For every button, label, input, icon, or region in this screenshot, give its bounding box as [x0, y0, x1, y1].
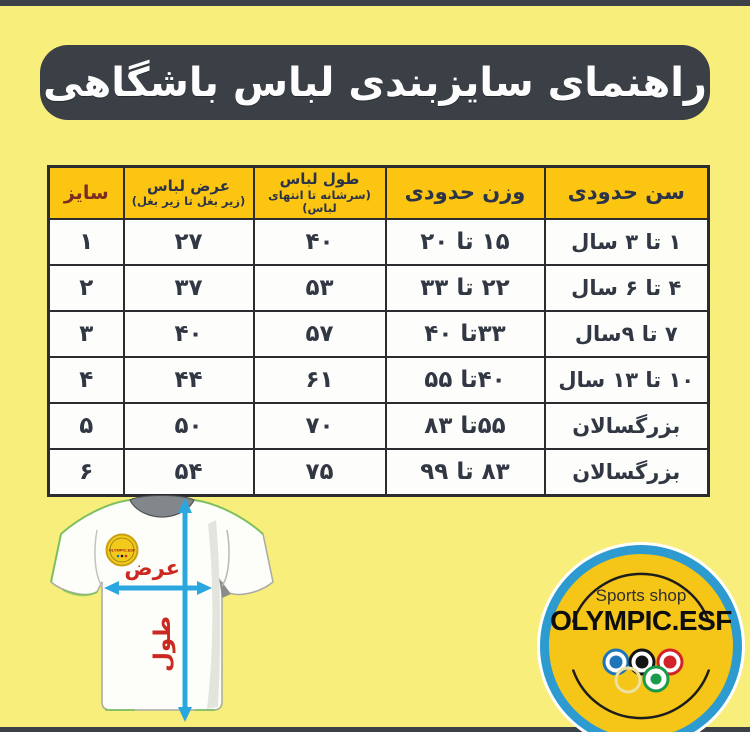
table-row: ۱۰ تا ۱۳ سال ۴۰تا ۵۵ ۶۱ ۴۴ ۴: [47, 356, 710, 404]
logo-top-arc: [572, 572, 710, 623]
tshirt-armpit-shadow: [219, 578, 231, 598]
globe-black: [635, 655, 649, 669]
table-row: بزرگسالان ۸۳ تا ۹۹ ۷۵ ۵۴ ۶: [47, 448, 710, 497]
cell-length: ۷۵: [252, 448, 387, 497]
tshirt-seam-right: [221, 529, 230, 587]
table-header-row: سن حدودی وزن حدودی طول لباس (سرشانه تا ا…: [47, 165, 710, 220]
length-arrowhead-top: [178, 498, 192, 513]
col-header-age-label: سن حدودی: [567, 180, 685, 205]
cell-width: ۵۴: [122, 448, 255, 497]
cell-size: ۱: [47, 218, 125, 266]
cell-weight: ۲۲ تا ۳۳: [384, 264, 546, 312]
cell-weight: ۱۵ تا ۲۰: [384, 218, 546, 266]
table-row: ۱ تا ۳ سال ۱۵ تا ۲۰ ۴۰ ۲۷ ۱: [47, 218, 710, 266]
shirt-length-label: طول: [150, 616, 176, 673]
cell-width: ۴۴: [122, 356, 255, 404]
cell-length: ۵۷: [252, 310, 387, 358]
width-arrowhead-left: [104, 581, 119, 595]
col-header-length-label: طول لباس: [279, 170, 360, 189]
shirt-width-label: عرض: [124, 556, 180, 580]
col-header-age: سن حدودی: [543, 165, 710, 220]
shirt-badge-icon: [105, 533, 139, 567]
badge-dot-black: [120, 554, 124, 558]
logo-bottom-arc: [572, 669, 710, 720]
cell-size: ۶: [47, 448, 125, 497]
page-title: راهنمای سایزبندی لباس باشگاهی: [43, 59, 707, 106]
cell-weight: ۳۳تا ۴۰: [384, 310, 546, 358]
table-row: بزرگسالان ۵۵تا ۸۳ ۷۰ ۵۰ ۵: [47, 402, 710, 450]
cell-length: ۴۰: [252, 218, 387, 266]
cell-weight: ۸۳ تا ۹۹: [384, 448, 546, 497]
globe-blue: [609, 655, 623, 669]
col-header-length-sublabel: (سرشانه تا انتهای لباس): [268, 187, 371, 215]
cell-age: بزرگسالان: [543, 448, 710, 497]
cell-age: ۴ تا ۶ سال: [543, 264, 710, 312]
globe-red: [663, 655, 677, 669]
tshirt-trim-right: [193, 499, 264, 535]
olympic-rings-icon: [602, 648, 684, 694]
cell-weight: ۵۵تا ۸۳: [384, 402, 546, 450]
width-arrowhead-right: [197, 581, 212, 595]
cell-length: ۷۰: [252, 402, 387, 450]
col-header-width: عرض لباس (زیر بغل تا زیر بغل): [122, 165, 255, 220]
tshirt-shadow: [207, 520, 221, 709]
badge-dot-blue: [116, 554, 120, 558]
tshirt-trim-left: [50, 499, 131, 583]
col-header-size-label: سایز: [63, 181, 109, 204]
cell-width: ۵۰: [122, 402, 255, 450]
ring-yellow: [614, 666, 642, 694]
logo-art: [572, 572, 710, 720]
cell-size: ۳: [47, 310, 125, 358]
table-row: ۷ تا ۹سال ۳۳تا ۴۰ ۵۷ ۴۰ ۳: [47, 310, 710, 358]
cell-width: ۲۷: [122, 218, 255, 266]
col-header-weight-label: وزن حدودی: [404, 180, 526, 205]
brand-logo: Sports shop OLYMPIC.ESF: [537, 542, 745, 732]
table-row: ۴ تا ۶ سال ۲۲ تا ۳۳ ۵۳ ۳۷ ۲: [47, 264, 710, 312]
cell-age: ۷ تا ۹سال: [543, 310, 710, 358]
tshirt-trim-sleeve: [62, 589, 98, 597]
col-header-width-sublabel: (زیر بغل تا زیر بغل): [131, 194, 246, 209]
title-banner: راهنمای سایزبندی لباس باشگاهی: [40, 45, 710, 120]
cell-size: ۲: [47, 264, 125, 312]
tshirt-body: [50, 499, 274, 711]
logo-yellow-disc: [549, 554, 733, 732]
logo-tagline: Sports shop: [595, 586, 687, 605]
cell-weight: ۴۰تا ۵۵: [384, 356, 546, 404]
cell-size: ۵: [47, 402, 125, 450]
shirt-badge-label: OLYMPIC.ESF: [109, 548, 136, 553]
col-header-weight: وزن حدودی: [384, 165, 546, 220]
cell-width: ۳۷: [122, 264, 255, 312]
col-header-size: سایز: [47, 165, 125, 220]
cell-age: ۱۰ تا ۱۳ سال: [543, 356, 710, 404]
cell-age: ۱ تا ۳ سال: [543, 218, 710, 266]
cell-size: ۴: [47, 356, 125, 404]
globe-green: [650, 673, 662, 685]
length-arrowhead-bottom: [178, 707, 192, 722]
cell-length: ۵۳: [252, 264, 387, 312]
cell-age: بزرگسالان: [543, 402, 710, 450]
shirt-diagram: OLYMPIC.ESF: [45, 490, 290, 728]
size-table: سن حدودی وزن حدودی طول لباس (سرشانه تا ا…: [47, 165, 710, 497]
col-header-width-label: عرض لباس: [146, 176, 231, 195]
cell-width: ۴۰: [122, 310, 255, 358]
tshirt-icon: OLYMPIC.ESF: [50, 495, 274, 722]
top-border-bar: [0, 0, 750, 6]
col-header-length: طول لباس (سرشانه تا انتهای لباس): [252, 165, 387, 220]
cell-length: ۶۱: [252, 356, 387, 404]
bottom-border-bar: [0, 727, 750, 732]
logo-name: OLYMPIC.ESF: [550, 605, 732, 636]
badge-dot-red: [124, 554, 128, 558]
tshirt-seam-left: [94, 529, 103, 587]
shirt-badge-ring: [109, 537, 135, 563]
